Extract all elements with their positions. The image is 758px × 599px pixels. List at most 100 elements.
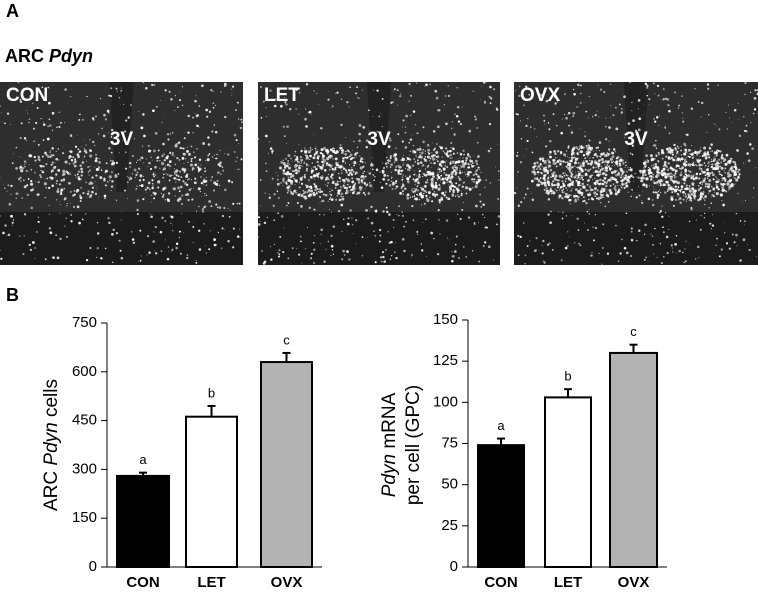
speckle xyxy=(744,224,745,225)
speckle xyxy=(435,185,436,186)
speckle xyxy=(676,188,678,190)
speckle xyxy=(559,165,560,166)
speckle xyxy=(287,154,290,157)
speckle xyxy=(344,153,346,155)
speckle xyxy=(517,171,519,173)
speckle xyxy=(412,165,414,167)
speckle xyxy=(395,242,396,243)
speckle xyxy=(328,179,330,181)
speckle xyxy=(597,147,599,149)
speckle xyxy=(721,177,723,179)
speckle xyxy=(444,177,446,179)
speckle xyxy=(205,109,208,112)
speckle xyxy=(593,191,596,194)
speckle xyxy=(537,171,539,173)
speckle xyxy=(712,187,715,190)
speckle xyxy=(615,190,617,192)
speckle xyxy=(119,152,120,153)
speckle xyxy=(596,193,598,195)
speckle xyxy=(571,160,572,161)
speckle xyxy=(385,162,387,164)
speckle xyxy=(85,182,87,184)
speckle xyxy=(196,148,197,149)
speckle xyxy=(362,166,364,168)
speckle xyxy=(587,184,588,185)
speckle xyxy=(433,238,435,240)
speckle xyxy=(0,258,2,260)
speckle xyxy=(184,163,185,164)
speckle xyxy=(413,153,414,154)
speckle xyxy=(598,117,599,118)
speckle xyxy=(83,158,84,159)
speckle xyxy=(323,162,324,163)
speckle xyxy=(445,147,447,149)
speckle xyxy=(548,122,549,123)
speckle xyxy=(724,178,725,179)
speckle xyxy=(640,177,642,179)
speckle xyxy=(665,165,667,167)
speckle xyxy=(414,161,416,163)
speckle xyxy=(3,184,4,185)
speckle xyxy=(64,199,65,200)
speckle xyxy=(353,161,356,164)
speckle xyxy=(546,187,548,189)
speckle xyxy=(626,171,628,173)
speckle xyxy=(309,155,312,158)
speckle xyxy=(468,130,471,133)
speckle xyxy=(565,181,566,182)
speckle xyxy=(175,164,177,166)
speckle xyxy=(17,81,19,83)
speckle xyxy=(347,223,350,226)
speckle xyxy=(7,191,8,192)
speckle xyxy=(565,174,567,176)
speckle xyxy=(615,225,617,227)
speckle xyxy=(330,255,331,256)
speckle xyxy=(222,167,223,168)
speckle xyxy=(355,152,357,154)
speckle xyxy=(56,199,57,200)
speckle xyxy=(96,185,97,186)
speckle xyxy=(707,151,709,153)
speckle xyxy=(230,231,231,232)
speckle xyxy=(717,178,718,179)
speckle xyxy=(333,171,334,172)
speckle xyxy=(476,127,477,128)
speckle xyxy=(642,174,645,177)
speckle xyxy=(136,162,137,163)
speckle xyxy=(204,172,205,173)
speckle xyxy=(407,168,408,169)
speckle xyxy=(534,162,536,164)
speckle xyxy=(181,194,183,196)
speckle xyxy=(673,205,675,207)
speckle xyxy=(428,191,431,194)
speckle xyxy=(346,180,347,181)
speckle xyxy=(300,241,302,243)
speckle xyxy=(417,234,418,235)
speckle xyxy=(264,261,267,264)
speckle xyxy=(211,176,213,178)
speckle xyxy=(750,122,751,123)
speckle xyxy=(114,175,117,178)
speckle xyxy=(659,115,660,116)
speckle xyxy=(308,189,311,192)
speckle xyxy=(224,189,227,192)
speckle xyxy=(682,191,685,194)
speckle xyxy=(92,117,94,119)
speckle xyxy=(19,236,20,237)
speckle xyxy=(174,177,176,179)
speckle xyxy=(575,186,576,187)
speckle xyxy=(80,200,82,202)
speckle xyxy=(265,163,267,165)
speckle xyxy=(7,184,9,186)
speckle xyxy=(48,102,51,105)
speckle xyxy=(359,156,360,157)
speckle xyxy=(155,226,157,228)
speckle xyxy=(310,257,312,259)
speckle xyxy=(650,234,651,235)
speckle xyxy=(70,150,73,153)
speckle xyxy=(120,104,121,105)
speckle xyxy=(345,162,346,163)
speckle xyxy=(446,219,448,221)
speckle xyxy=(473,156,474,157)
speckle xyxy=(574,242,575,243)
